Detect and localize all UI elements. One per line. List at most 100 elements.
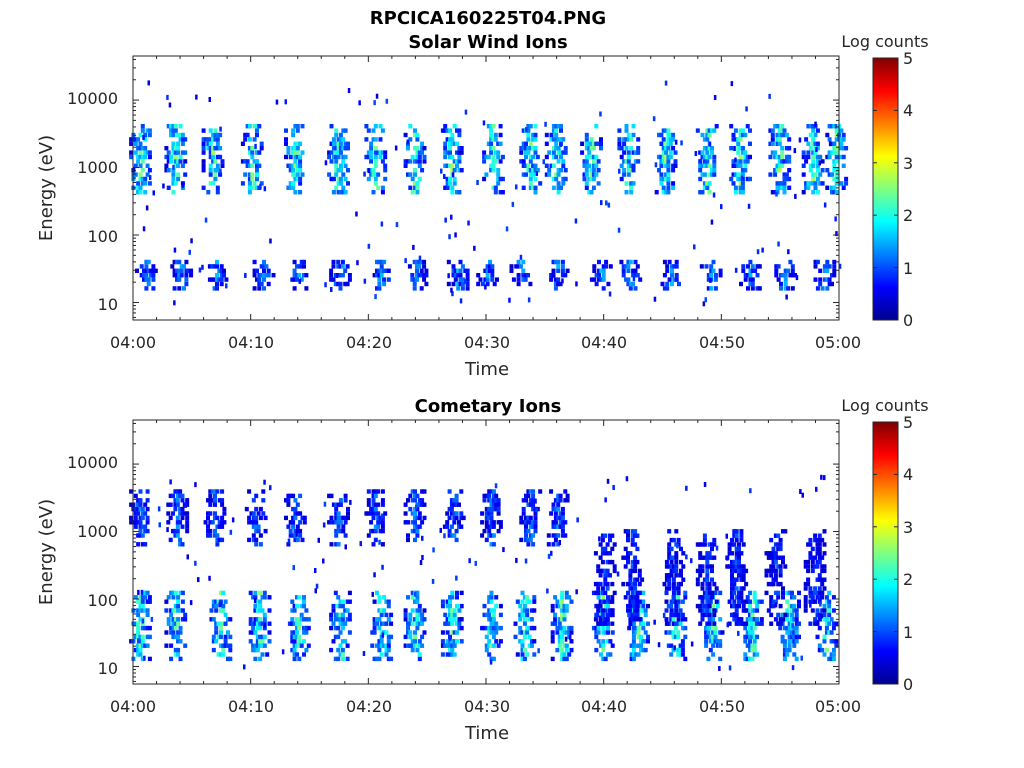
heatmap-cell — [820, 537, 825, 543]
noise-cell — [777, 241, 780, 247]
heatmap-cell — [521, 520, 526, 525]
heatmap-cell — [168, 537, 173, 543]
heatmap-cell — [151, 268, 156, 273]
heatmap-cell — [169, 608, 174, 613]
heatmap-cell — [329, 515, 334, 521]
heatmap-cell — [748, 656, 752, 662]
heatmap-cell — [489, 502, 494, 507]
heatmap-cell — [145, 506, 150, 512]
heatmap-cell — [403, 511, 408, 516]
heatmap-cell — [584, 137, 589, 142]
heatmap-cell — [531, 493, 536, 499]
heatmap-cell — [731, 181, 736, 186]
heatmap-cell — [841, 185, 846, 190]
heatmap-cell — [304, 617, 309, 622]
heatmap-cell — [680, 617, 685, 622]
heatmap-cell — [743, 625, 748, 631]
heatmap-cell — [410, 489, 415, 494]
heatmap-cell — [680, 647, 685, 653]
heatmap-cell — [338, 150, 343, 155]
heatmap-cell — [343, 639, 348, 644]
heatmap-cell — [844, 176, 849, 182]
heatmap-cell — [376, 150, 381, 155]
heatmap-cell — [295, 150, 300, 155]
heatmap-cell — [341, 128, 346, 133]
heatmap-cell — [133, 172, 138, 177]
heatmap-cell — [737, 573, 741, 578]
heatmap-cell — [806, 559, 811, 565]
heatmap-cell — [251, 621, 256, 626]
panel2-xtick-0500: 05:00 — [815, 697, 861, 716]
heatmap-cell — [628, 259, 633, 265]
heatmap-cell — [633, 608, 638, 613]
heatmap-cell — [605, 612, 610, 618]
heatmap-cell — [551, 128, 556, 133]
noise-cell — [315, 583, 319, 589]
heatmap-cell — [808, 586, 813, 591]
heatmap-cell — [292, 277, 297, 282]
heatmap-cell — [295, 528, 300, 534]
heatmap-cell — [386, 617, 391, 622]
heatmap-cell — [255, 176, 259, 182]
noise-cell — [323, 501, 327, 507]
noise-cell — [269, 485, 272, 491]
heatmap-cell — [639, 634, 643, 640]
heatmap-cell — [457, 132, 462, 138]
heatmap-cell — [253, 656, 258, 662]
heatmap-cell — [831, 625, 836, 631]
heatmap-cell — [133, 621, 138, 626]
noise-cell — [454, 232, 457, 238]
heatmap-cell — [377, 608, 382, 613]
heatmap-cell — [138, 617, 143, 622]
heatmap-cell — [820, 564, 825, 569]
heatmap-cell — [298, 520, 303, 525]
heatmap-cell — [829, 630, 834, 635]
heatmap-cell — [253, 595, 258, 600]
heatmap-cell — [382, 643, 387, 648]
heatmap-cell — [529, 617, 534, 622]
heatmap-cell — [254, 528, 259, 534]
heatmap-cell — [147, 599, 152, 604]
noise-cell — [421, 555, 424, 560]
heatmap-cell — [214, 621, 219, 626]
heatmap-cell — [450, 630, 455, 635]
heatmap-cell — [450, 617, 455, 622]
heatmap-cell — [452, 520, 457, 525]
noise-cell — [527, 297, 531, 303]
heatmap-cell — [138, 489, 143, 494]
heatmap-cell — [417, 608, 422, 613]
heatmap-cell — [555, 625, 560, 631]
heatmap-cell — [417, 154, 422, 160]
heatmap-cell — [338, 520, 343, 525]
heatmap-cell — [138, 639, 143, 644]
heatmap-cell — [629, 168, 634, 173]
heatmap-cell — [635, 595, 640, 600]
heatmap-cell — [483, 268, 488, 273]
heatmap-cell — [622, 137, 627, 142]
heatmap-cell — [380, 185, 385, 190]
heatmap-cell — [211, 617, 216, 622]
heatmap-cell — [564, 603, 569, 609]
heatmap-cell — [601, 625, 606, 631]
heatmap-cell — [659, 163, 664, 168]
heatmap-cell — [551, 154, 556, 160]
heatmap-cell — [734, 608, 739, 613]
heatmap-cell — [664, 150, 669, 155]
heatmap-cell — [741, 577, 746, 582]
heatmap-cell — [560, 515, 565, 521]
heatmap-cell — [680, 625, 685, 631]
heatmap-cell — [201, 168, 206, 173]
heatmap-cell — [659, 132, 664, 138]
heatmap-cell — [683, 656, 688, 662]
heatmap-cell — [457, 502, 461, 507]
heatmap-cell — [491, 506, 496, 512]
heatmap-cell — [806, 150, 811, 155]
heatmap-cell — [340, 259, 345, 265]
heatmap-cell — [815, 634, 820, 640]
heatmap-cell — [808, 132, 813, 138]
heatmap-cell — [748, 621, 752, 626]
heatmap-cell — [738, 159, 743, 164]
heatmap-cell — [743, 132, 748, 138]
heatmap-cell — [340, 599, 345, 604]
heatmap-cell — [251, 520, 256, 525]
